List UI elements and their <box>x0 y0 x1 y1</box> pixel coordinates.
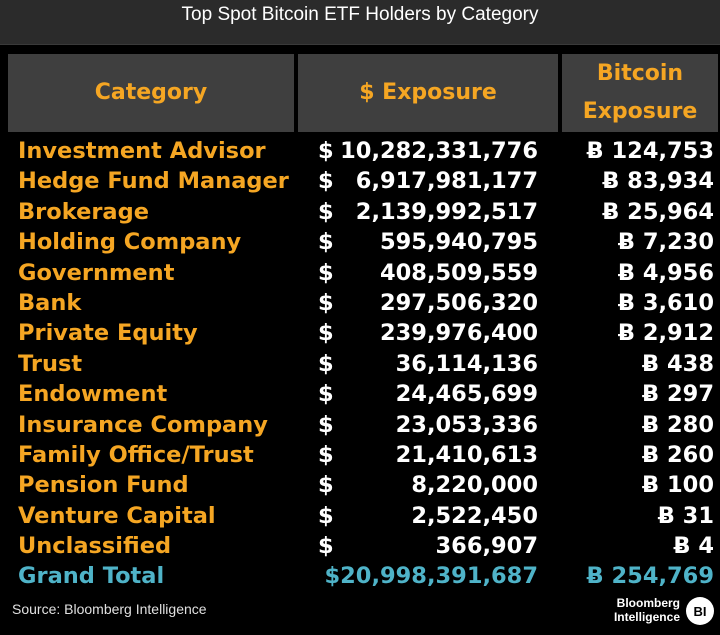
row-dollar-sign: $ <box>318 502 334 529</box>
chart-title: Top Spot Bitcoin ETF Holders by Category <box>181 4 539 25</box>
row-bitcoin-exposure: Ƀ 4 <box>673 533 714 560</box>
table-row: Bank $297,506,320 Ƀ 3,610 <box>8 288 718 318</box>
row-dollar-exposure: 21,410,613 <box>395 441 538 468</box>
row-dollar-sign: $ <box>318 289 334 316</box>
row-bitcoin-exposure: Ƀ 297 <box>642 381 714 408</box>
row-dollar-sign: $ <box>318 533 334 560</box>
row-bitcoin-exposure: Ƀ 83,934 <box>602 168 714 195</box>
row-dollar-exposure: 297,506,320 <box>380 289 538 316</box>
header-btc-line1: Bitcoin <box>596 61 684 86</box>
row-dollar-exposure: 10,282,331,776 <box>340 138 538 164</box>
row-bitcoin-exposure: Ƀ 100 <box>642 472 714 499</box>
row-bitcoin-exposure: Ƀ 2,912 <box>617 320 714 347</box>
row-bitcoin-exposure: Ƀ 438 <box>642 350 714 377</box>
logo-text: Bloomberg Intelligence <box>604 596 680 624</box>
table-row: Pension Fund $8,220,000 Ƀ 100 <box>8 470 718 500</box>
row-dollar-sign: $ <box>318 381 334 408</box>
table-row: Hedge Fund Manager $6,917,981,177 Ƀ 83,934 <box>8 166 718 196</box>
row-category: Unclassified <box>18 533 172 560</box>
table-row: Insurance Company $23,053,336 Ƀ 280 <box>8 410 718 440</box>
row-dollar-exposure: 2,139,992,517 <box>355 198 538 225</box>
row-dollar-exposure: 2,522,450 <box>411 502 538 529</box>
grand-total-row: Grand Total $20,998,391,687 Ƀ 254,769 <box>8 561 718 591</box>
row-dollar-sign: $ <box>318 259 334 286</box>
row-category: Venture Capital <box>18 502 216 529</box>
row-category: Pension Fund <box>18 472 189 499</box>
row-category: Trust <box>18 350 83 377</box>
row-category: Holding Company <box>18 229 242 256</box>
table-panel: Category $ Exposure Bitcoin Exposure Inv… <box>8 54 718 632</box>
table-row: Venture Capital $2,522,450 Ƀ 31 <box>8 501 718 531</box>
total-bitcoin-exposure: Ƀ 254,769 <box>586 563 714 590</box>
row-dollar-sign: $ <box>318 472 334 499</box>
table-row: Endowment $24,465,699 Ƀ 297 <box>8 379 718 409</box>
header-category: Category <box>8 54 294 132</box>
row-dollar-sign: $ <box>318 229 334 256</box>
bloomberg-intelligence-logo: Bloomberg Intelligence BI <box>604 596 716 628</box>
row-dollar-sign: $ <box>318 411 334 438</box>
row-category: Endowment <box>18 381 168 408</box>
table-header: Category $ Exposure Bitcoin Exposure <box>8 54 718 132</box>
header-bitcoin-exposure: Bitcoin Exposure <box>562 54 718 132</box>
row-dollar-sign: $ <box>318 168 334 195</box>
table-row: Unclassified $366,907 Ƀ 4 <box>8 531 718 561</box>
table-row: Investment Advisor $10,282,331,776 Ƀ 124,7… <box>8 136 718 166</box>
table-row: Trust $36,114,136 Ƀ 438 <box>8 349 718 379</box>
logo-line1: Bloomberg <box>616 596 680 610</box>
row-bitcoin-exposure: Ƀ 25,964 <box>602 198 714 225</box>
row-dollar-exposure: 408,509,559 <box>380 259 538 286</box>
row-bitcoin-exposure: Ƀ 124,753 <box>586 138 714 164</box>
row-dollar-exposure: 24,465,699 <box>395 381 538 408</box>
row-category: Investment Advisor <box>18 138 266 164</box>
table-row: Government $408,509,559 Ƀ 4,956 <box>8 258 718 288</box>
logo-line2: Intelligence <box>613 610 680 624</box>
row-bitcoin-exposure: Ƀ 31 <box>657 502 714 529</box>
row-category: Hedge Fund Manager <box>18 168 289 195</box>
source-note: Source: Bloomberg Intelligence <box>12 601 207 617</box>
row-bitcoin-exposure: Ƀ 260 <box>642 441 714 468</box>
total-dollar-exposure: $20,998,391,687 <box>324 563 538 590</box>
row-dollar-exposure: 239,976,400 <box>380 320 538 347</box>
row-bitcoin-exposure: Ƀ 4,956 <box>617 259 714 286</box>
row-dollar-exposure: 8,220,000 <box>411 472 538 499</box>
row-dollar-exposure: 23,053,336 <box>395 411 538 438</box>
table-row: Family Office/Trust $21,410,613 Ƀ 260 <box>8 440 718 470</box>
logo-badge: BI <box>686 597 714 625</box>
row-category: Insurance Company <box>18 411 268 438</box>
row-dollar-sign: $ <box>318 350 334 377</box>
row-dollar-exposure: 6,917,981,177 <box>355 168 538 195</box>
table-row: Private Equity $239,976,400 Ƀ 2,912 <box>8 318 718 348</box>
row-dollar-sign: $ <box>318 138 334 164</box>
row-dollar-sign: $ <box>318 198 334 225</box>
row-dollar-exposure: 595,940,795 <box>380 229 538 256</box>
row-category: Brokerage <box>18 198 149 225</box>
title-bar: Top Spot Bitcoin ETF Holders by Category <box>0 0 720 45</box>
row-bitcoin-exposure: Ƀ 280 <box>642 411 714 438</box>
header-btc-line2: Exposure <box>582 99 698 124</box>
row-dollar-exposure: 36,114,136 <box>395 350 538 377</box>
row-bitcoin-exposure: Ƀ 7,230 <box>617 229 714 256</box>
row-category: Private Equity <box>18 320 198 347</box>
row-dollar-sign: $ <box>318 320 334 347</box>
table-body: Investment Advisor $10,282,331,776 Ƀ 124,7… <box>8 136 718 592</box>
row-category: Family Office/Trust <box>18 441 254 468</box>
table-row: Brokerage $2,139,992,517 Ƀ 25,964 <box>8 197 718 227</box>
row-category: Government <box>18 259 175 286</box>
table-row: Holding Company $595,940,795 Ƀ 7,230 <box>8 227 718 257</box>
row-dollar-exposure: 366,907 <box>435 533 538 560</box>
header-exposure: $ Exposure <box>298 54 558 132</box>
row-bitcoin-exposure: Ƀ 3,610 <box>617 289 714 316</box>
row-dollar-sign: $ <box>318 441 334 468</box>
row-category: Bank <box>18 289 82 316</box>
total-label: Grand Total <box>18 563 165 590</box>
